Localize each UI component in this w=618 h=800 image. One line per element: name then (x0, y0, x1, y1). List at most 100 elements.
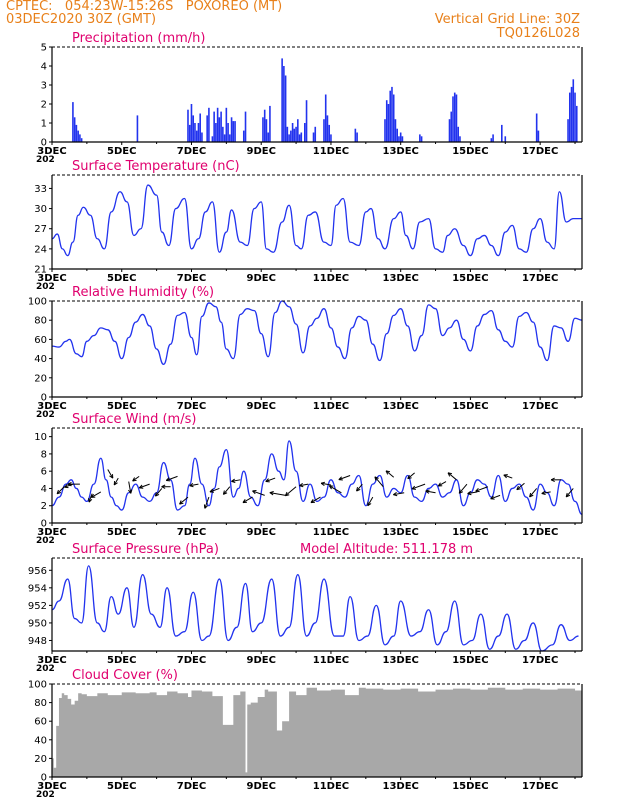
cloud-xtick-label: 13DEC (382, 781, 418, 792)
wind-ytick-label: 8 (41, 449, 47, 460)
precip-bar (396, 128, 398, 142)
wind-arrow (154, 488, 163, 497)
precip-bar (448, 119, 451, 142)
wind-arrow (310, 496, 321, 504)
wind-series-line (51, 440, 583, 516)
cloud-ytick-label: 60 (34, 717, 47, 728)
wind-arrow-head (475, 487, 479, 492)
precip-xtick-label: 5DEC (107, 146, 136, 157)
precip-bar (213, 111, 215, 142)
precip-bar (284, 75, 287, 142)
wind-arrow-head (407, 474, 410, 479)
precip-xtick-label: 13DEC (382, 146, 418, 157)
wind-arrow-head (425, 489, 430, 492)
precip-bar (234, 121, 236, 142)
wind-arrow-head (64, 483, 68, 488)
temp-panel (49, 174, 583, 272)
cloud-xtick-label: 15DEC (452, 781, 488, 792)
rh-ytick-label: 0 (41, 393, 47, 404)
precip-ytick-label: 1 (41, 119, 47, 130)
wind-arrow-head (132, 479, 137, 482)
wind-arrow-shaft (425, 490, 436, 494)
wind-arrow-head (490, 495, 494, 500)
wind-arrow-head (467, 490, 472, 495)
rh-panel (49, 300, 583, 400)
precip-bar (326, 115, 329, 142)
precip-bar (194, 123, 196, 142)
precip-bar (79, 134, 81, 142)
wind-arrow-head (88, 498, 93, 503)
wind-arrow-shaft (91, 491, 102, 498)
wind-arrow (458, 483, 468, 494)
precip-bar (384, 119, 386, 142)
wind-arrow-shaft (155, 488, 163, 497)
precip-bar (391, 86, 393, 142)
precip-bar (265, 119, 268, 142)
wind-ytick-label: 2 (41, 501, 47, 512)
wind-arrow-head (550, 479, 555, 483)
wind-arrow-shaft (565, 488, 574, 498)
precip-bar (323, 119, 325, 142)
precip-bar (537, 130, 540, 142)
wind-arrow-head (565, 492, 568, 498)
precip-bar (450, 111, 453, 142)
wind-arrow-shaft (113, 477, 119, 486)
wind-arrow-head (56, 492, 62, 495)
precip-bar (192, 115, 195, 142)
cloud-xtick-label: 17DEC (522, 781, 558, 792)
wind-arrow-head (566, 494, 571, 498)
wind-ytick-label: 0 (41, 519, 47, 530)
wind-arrow (128, 481, 133, 494)
wind-arrow-head (328, 485, 332, 490)
wind-arrow (425, 489, 436, 494)
wind-arrow-head (374, 476, 379, 479)
temp-ytick-label: 21 (34, 265, 47, 276)
precip-bar (73, 117, 76, 142)
wind-arrow-head (367, 503, 372, 507)
temp-xtick-label: 13DEC (382, 273, 418, 284)
wind-arrow (67, 481, 80, 487)
wind-arrow (209, 487, 220, 493)
precip-bar (394, 119, 397, 142)
wind-arrow-head (529, 492, 532, 498)
wind-arrow-shaft (209, 487, 220, 493)
precip-bar (291, 123, 294, 142)
wind-arrow-head (299, 485, 304, 488)
precip-bar (567, 119, 569, 142)
wind-arrow-head (425, 490, 430, 494)
temp-year-fragment: 202 (36, 282, 55, 292)
rh-xtick-label: 13DEC (382, 401, 418, 412)
wind-arrow-head (56, 489, 59, 494)
cloud-ytick-label: 40 (34, 735, 47, 746)
wind-arrow-shaft (516, 482, 525, 491)
precip-bar (283, 66, 285, 142)
wind-arrow-head (550, 477, 555, 481)
precip-bar (314, 126, 317, 142)
wind-arrow-shaft (107, 469, 114, 479)
wind-arrow-head (374, 476, 377, 481)
precip-bar (208, 107, 210, 142)
wind-arrow-shaft (231, 479, 241, 482)
wind-arrow-head (285, 494, 290, 497)
precip-bar (300, 132, 303, 142)
pres-xtick-label: 13DEC (382, 655, 418, 666)
precip-ytick-label: 0 (41, 138, 47, 149)
precip-bar (195, 130, 198, 142)
pres-xtick-label: 7DEC (177, 655, 206, 666)
wind-arrow-head (393, 491, 397, 496)
wind-arrow-shaft (447, 472, 457, 481)
wind-arrow-head (393, 494, 398, 497)
wind-arrow-shaft (128, 481, 132, 494)
wind-arrow-shaft (458, 483, 468, 494)
wind-arrow-head (299, 482, 303, 487)
wind-arrow-head (222, 490, 225, 495)
rh-xtick-label: 11DEC (313, 401, 349, 412)
wind-arrow-head (252, 490, 256, 495)
pres-xtick-label: 5DEC (107, 655, 136, 666)
wind-arrow-head (179, 502, 184, 505)
wind-arrow-head (161, 484, 166, 488)
wind-arrow (265, 477, 276, 483)
wind-arrow (503, 474, 513, 479)
temp-ytick-label: 27 (34, 224, 47, 235)
model-code-header: TQ0126L028 (496, 26, 580, 41)
